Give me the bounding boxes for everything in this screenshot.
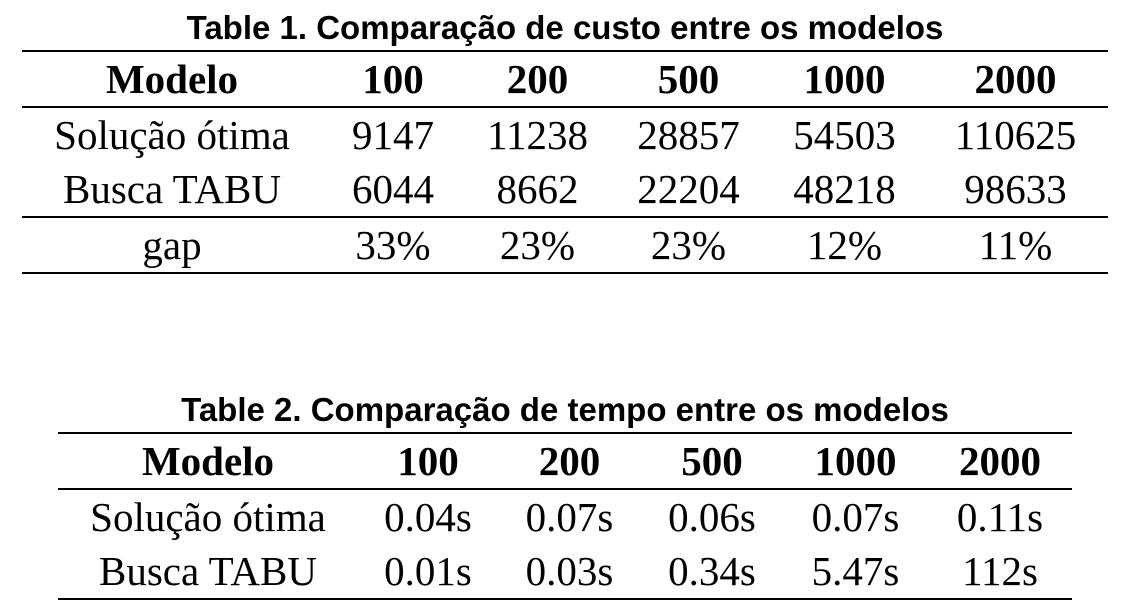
table-cell: 0.06s <box>668 494 756 540</box>
table-row: Busca TABU 6044 8662 22204 48218 98633 <box>22 162 1108 217</box>
cost-table: Modelo 100 200 500 1000 2000 Solução óti… <box>22 50 1108 274</box>
table-cell: 98633 <box>964 166 1067 212</box>
header-cell-1000: 1000 <box>803 56 886 102</box>
header-cell-1000: 1000 <box>814 438 897 484</box>
header-cell-200: 200 <box>506 56 569 102</box>
row-label: Busca TABU <box>98 548 318 594</box>
row-label: Solução ótima <box>90 494 326 540</box>
table-cell: 0.01s <box>384 548 472 594</box>
header-cell-2000: 2000 <box>974 56 1057 102</box>
header-cell-modelo: Modelo <box>105 56 239 102</box>
table-cell: 0.04s <box>384 494 472 540</box>
table-cell: 0.07s <box>811 494 900 540</box>
table-cell: 9147 <box>352 112 434 158</box>
table-cell: 8662 <box>496 166 579 212</box>
table-caption: Table 1. Comparação de custo entre os mo… <box>186 9 944 46</box>
time-comparison-table: Table 2. Comparação de tempo entre os mo… <box>58 388 1072 600</box>
table-row: Solução ótima 9147 11238 28857 54503 110… <box>22 107 1108 162</box>
table-cell: 0.11s <box>956 494 1044 540</box>
table-header-row: Modelo 100 200 500 1000 2000 <box>22 51 1108 107</box>
table-cell: 0.07s <box>525 494 614 540</box>
table-cell: 23% <box>499 222 576 268</box>
table-cell: 28857 <box>637 112 740 158</box>
table-cell: 23% <box>650 222 727 268</box>
header-cell-100: 100 <box>362 56 424 102</box>
table-cell: 48218 <box>793 166 896 212</box>
table-row: Solução ótima 0.04s 0.07s 0.06s 0.07s 0.… <box>58 489 1072 544</box>
row-label: Busca TABU <box>62 166 282 212</box>
cost-comparison-table: Table 1. Comparação de custo entre os mo… <box>22 6 1108 274</box>
table-cell: 33% <box>355 222 431 268</box>
table-cell: 0.34s <box>668 548 756 594</box>
table-cell: 0.03s <box>525 548 614 594</box>
table-header-row: Modelo 100 200 500 1000 2000 <box>58 433 1072 489</box>
table-cell: 5.47s <box>811 548 900 594</box>
table-cell: 112s <box>962 548 1038 594</box>
time-table: Modelo 100 200 500 1000 2000 Solução óti… <box>58 432 1072 600</box>
table-cell: 11238 <box>487 112 588 158</box>
table-cell: 22204 <box>637 166 740 212</box>
table-cell: 11% <box>978 222 1053 268</box>
row-label: Solução ótima <box>54 112 290 158</box>
table-cell: 6044 <box>352 166 434 212</box>
table-cell: 54503 <box>793 112 896 158</box>
table-caption: Table 2. Comparação de tempo entre os mo… <box>181 391 949 428</box>
table-cell: 12% <box>806 222 883 268</box>
header-cell-modelo: Modelo <box>141 438 275 484</box>
header-cell-500: 500 <box>657 56 720 102</box>
row-label: gap <box>142 222 202 268</box>
table-row: Busca TABU 0.01s 0.03s 0.34s 5.47s 112s <box>58 544 1072 599</box>
header-cell-200: 200 <box>538 438 601 484</box>
table-cell: 110625 <box>954 112 1077 158</box>
header-cell-2000: 2000 <box>959 438 1041 484</box>
header-cell-500: 500 <box>681 438 743 484</box>
header-cell-100: 100 <box>397 438 459 484</box>
gap-row: gap 33% 23% 23% 12% 11% <box>22 217 1108 273</box>
